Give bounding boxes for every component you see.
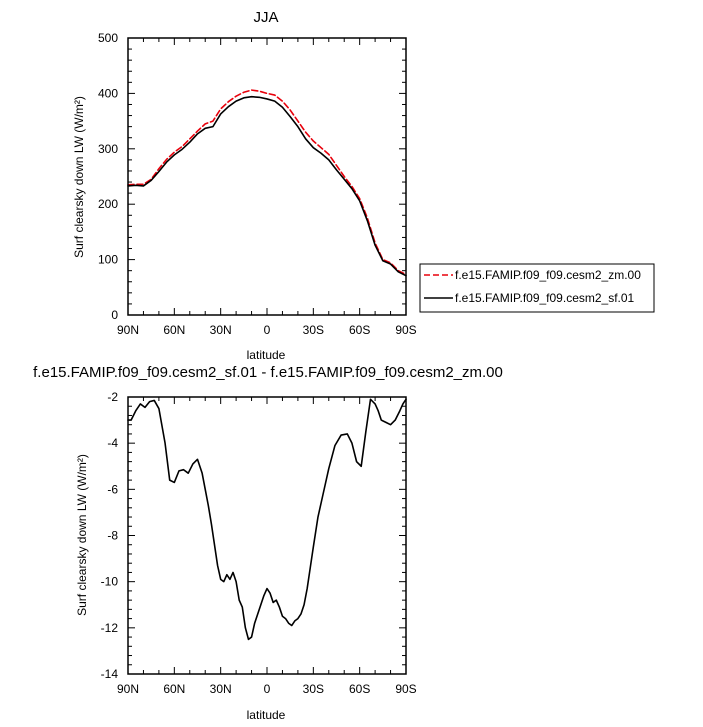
c1-xtick-label-2: 30N bbox=[210, 323, 232, 337]
bottom-chart-title: f.e15.FAMIP.f09_f09.cesm2_sf.01 - f.e15.… bbox=[33, 364, 503, 381]
top-chart-frame bbox=[127, 37, 407, 316]
c2-ytick-label-6: -2 bbox=[107, 390, 118, 404]
legend-box bbox=[419, 263, 655, 313]
c1-xtick-label-5: 60S bbox=[349, 323, 370, 337]
c2-xtick-label-1: 60N bbox=[163, 682, 185, 696]
c1-ytick-label-3: 300 bbox=[98, 142, 118, 156]
c1-xtick-label-0: 90N bbox=[117, 323, 139, 337]
c2-ytick-label-1: -12 bbox=[101, 621, 119, 635]
top-chart-series-group bbox=[127, 89, 407, 277]
c1-ytick-label-0: 0 bbox=[111, 308, 118, 322]
c1-series-line-0 bbox=[127, 89, 407, 276]
bottom-chart-ylabel: Surf clearsky down LW (W/m²) bbox=[75, 454, 89, 616]
legend-label-sf: f.e15.FAMIP.f09_f09.cesm2_sf.01 bbox=[455, 291, 635, 305]
c1-ytick-label-2: 200 bbox=[98, 197, 118, 211]
c1-series-line-1 bbox=[127, 95, 407, 277]
c2-series-line-0 bbox=[127, 398, 407, 641]
bottom-chart-series-group bbox=[127, 398, 407, 641]
top-chart-title: JJA bbox=[253, 9, 278, 26]
c2-xtick-label-5: 60S bbox=[349, 682, 370, 696]
c1-ytick-label-1: 100 bbox=[98, 253, 118, 267]
c1-xtick-label-3: 0 bbox=[264, 323, 271, 337]
c2-ytick-label-3: -8 bbox=[107, 529, 118, 543]
chart-bottom: f.e15.FAMIP.f09_f09.cesm2_sf.01 - f.e15.… bbox=[33, 364, 503, 722]
top-chart-y-ticks: 0 100 200 300 400 500 bbox=[98, 31, 406, 322]
c2-ytick-label-2: -10 bbox=[101, 575, 119, 589]
top-chart-x-ticks: 90N 60N 30N 0 30S 60S 90S bbox=[117, 38, 417, 337]
legend: f.e15.FAMIP.f09_f09.cesm2_zm.00 f.e15.FA… bbox=[419, 263, 655, 313]
c1-ytick-label-5: 500 bbox=[98, 31, 118, 45]
bottom-chart-y-ticks: -14 -12 -10 -8 -6 -4 -2 bbox=[101, 390, 406, 681]
bottom-chart-x-ticks: 90N 60N 30N 0 30S 60S 90S bbox=[117, 397, 417, 696]
c2-xtick-label-0: 90N bbox=[117, 682, 139, 696]
c2-xtick-label-3: 0 bbox=[264, 682, 271, 696]
legend-label-zm: f.e15.FAMIP.f09_f09.cesm2_zm.00 bbox=[455, 268, 641, 282]
c2-xtick-label-2: 30N bbox=[210, 682, 232, 696]
c2-ytick-label-0: -14 bbox=[101, 667, 119, 681]
c2-ytick-label-4: -6 bbox=[107, 482, 118, 496]
c1-ytick-label-4: 400 bbox=[98, 86, 118, 100]
top-chart-ylabel: Surf clearsky down LW (W/m²) bbox=[72, 96, 86, 258]
c2-ytick-label-5: -4 bbox=[107, 436, 118, 450]
c2-xtick-label-4: 30S bbox=[303, 682, 324, 696]
c1-xtick-label-4: 30S bbox=[303, 323, 324, 337]
bottom-chart-xlabel: latitude bbox=[247, 708, 286, 722]
c1-xtick-label-6: 90S bbox=[395, 323, 416, 337]
c1-xtick-label-1: 60N bbox=[163, 323, 185, 337]
c2-xtick-label-6: 90S bbox=[395, 682, 416, 696]
top-chart-xlabel: latitude bbox=[247, 348, 286, 362]
chart-top: JJA 90N 60N 30N 0 30S 60S 90S 0 100 200 300 400 500… bbox=[72, 9, 655, 362]
